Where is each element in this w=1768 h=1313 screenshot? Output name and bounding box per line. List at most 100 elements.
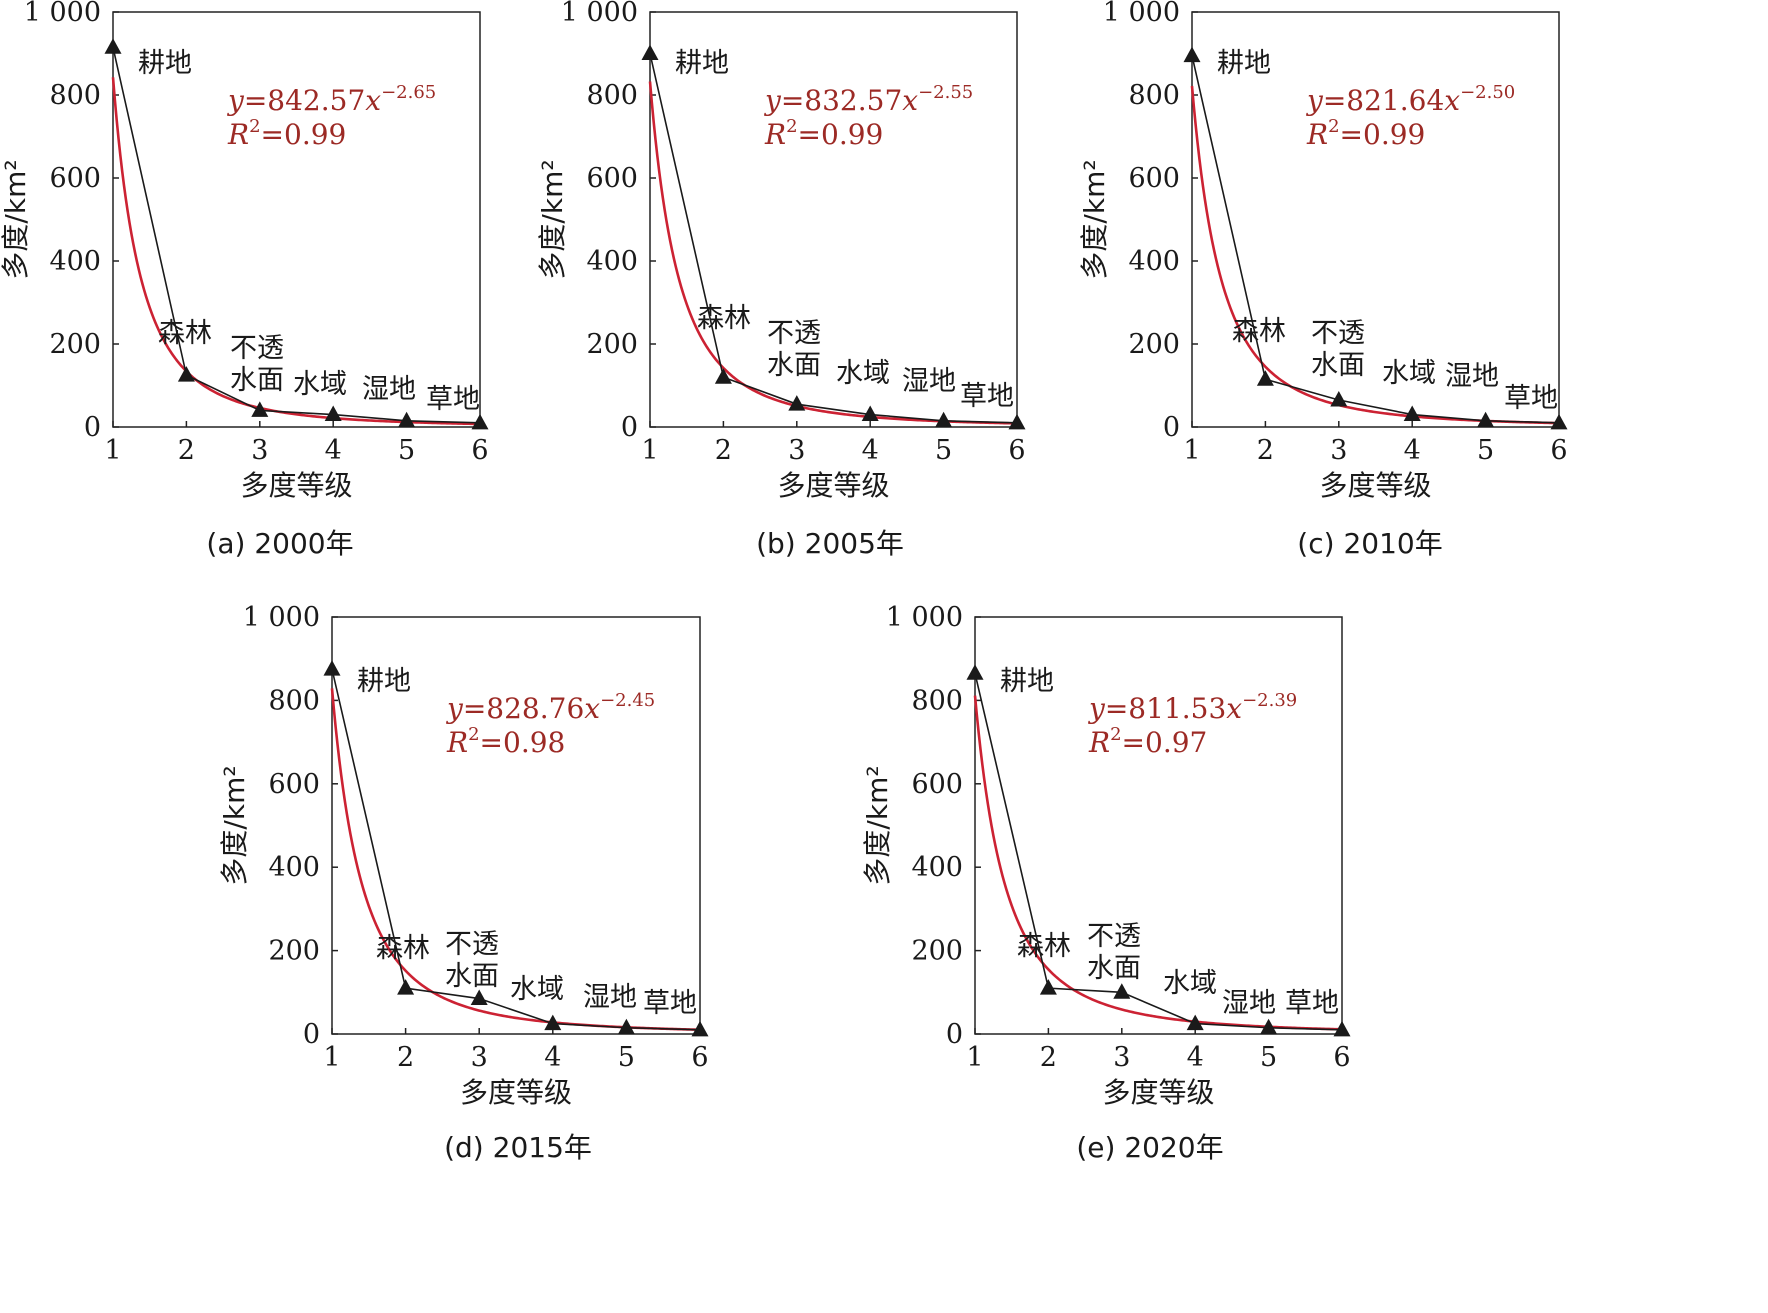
- y-tick-label: 400: [1128, 246, 1180, 277]
- point-label: 耕地: [675, 48, 729, 79]
- panel-caption: (b) 2005年: [756, 527, 904, 560]
- triangle-marker: [641, 44, 659, 60]
- r-squared: R2=0.98: [446, 724, 565, 759]
- y-axis-title: 多度/km²: [536, 159, 569, 279]
- y-axis-title: 多度/km²: [1078, 159, 1111, 279]
- y-tick-label: 600: [911, 769, 963, 800]
- plot-frame: [331, 616, 701, 1035]
- y-tick-label: 1 000: [886, 602, 963, 633]
- point-label: 湿地: [583, 982, 637, 1013]
- y-axis-title: 多度/km²: [0, 159, 32, 279]
- point-label: 草地: [643, 988, 697, 1019]
- equation-coefficient: =811.53: [1105, 692, 1226, 725]
- triangle-marker: [1008, 413, 1026, 430]
- triangle-marker: [1256, 370, 1274, 386]
- y-tick-label: 1 000: [1103, 0, 1180, 28]
- x-tick-label: 5: [935, 435, 952, 466]
- r-squared: R2=0.99: [764, 116, 883, 151]
- y-tick-label: 400: [49, 246, 101, 277]
- equation-x: x: [584, 692, 600, 725]
- x-tick-label: 2: [1257, 435, 1274, 466]
- point-label: 耕地: [1000, 666, 1054, 697]
- triangle-marker: [104, 38, 122, 54]
- y-tick-label: 600: [586, 163, 638, 194]
- triangle-marker: [1477, 411, 1495, 428]
- triangle-marker: [1333, 1020, 1351, 1037]
- x-tick-label: 6: [691, 1042, 708, 1073]
- triangle-marker: [177, 366, 195, 382]
- fit-equation: y=811.53x−2.39: [1087, 690, 1297, 725]
- x-tick-label: 1: [966, 1042, 983, 1073]
- point-label: 水面: [1311, 350, 1365, 381]
- point-label: 森林: [1017, 931, 1071, 962]
- y-tick-label: 200: [911, 936, 963, 967]
- r-superscript: 2: [249, 116, 260, 137]
- point-label: 森林: [158, 318, 212, 349]
- y-axis-title: 多度/km²: [861, 765, 894, 885]
- y-tick-label: 800: [49, 80, 101, 111]
- equation-coefficient: =842.57: [244, 84, 365, 117]
- y-tick-label: 800: [586, 80, 638, 111]
- y-tick-label: 0: [946, 1019, 963, 1050]
- triangle-marker: [1183, 46, 1201, 63]
- equation-exponent: −2.39: [1242, 690, 1297, 711]
- x-tick-label: 1: [641, 435, 658, 466]
- equation-x: x: [902, 84, 918, 117]
- x-tick-label: 3: [471, 1042, 488, 1073]
- point-label: 草地: [426, 384, 480, 415]
- plot-frame: [649, 11, 1018, 428]
- x-tick-label: 5: [1260, 1042, 1277, 1073]
- observed-line: [974, 673, 1343, 1031]
- x-axis-title: 多度等级: [1102, 1076, 1214, 1109]
- fit-equation: y=828.76x−2.45: [445, 690, 655, 725]
- equation-y: y: [226, 84, 245, 117]
- x-tick-label: 1: [1183, 435, 1200, 466]
- x-tick-label: 3: [251, 435, 268, 466]
- triangle-marker: [935, 411, 953, 428]
- fit-equation: y=842.57x−2.65: [226, 82, 436, 117]
- point-label: 湿地: [902, 366, 956, 397]
- point-label: 湿地: [1222, 988, 1276, 1019]
- point-label: 水面: [767, 350, 821, 381]
- equation-coefficient: =832.57: [781, 84, 902, 117]
- y-tick-label: 200: [49, 329, 101, 360]
- plot-frame: [112, 11, 481, 428]
- triangle-marker: [1260, 1018, 1278, 1035]
- triangle-marker: [544, 1014, 562, 1031]
- point-label: 草地: [1504, 383, 1558, 414]
- x-tick-label: 4: [325, 435, 342, 466]
- equation-x: x: [1444, 84, 1460, 117]
- triangle-marker: [966, 664, 984, 680]
- point-label: 不透: [230, 333, 284, 364]
- point-label: 水域: [1382, 358, 1436, 389]
- point-label: 森林: [376, 933, 430, 964]
- x-tick-label: 4: [862, 435, 879, 466]
- r-value: =0.97: [1122, 726, 1208, 759]
- y-tick-label: 800: [1128, 80, 1180, 111]
- point-label: 水域: [510, 974, 564, 1005]
- point-label: 不透: [767, 318, 821, 349]
- x-tick-label: 1: [323, 1042, 340, 1073]
- triangle-marker: [617, 1018, 635, 1035]
- y-tick-label: 0: [621, 412, 638, 443]
- plot-frame: [1191, 11, 1560, 428]
- point-label: 水面: [445, 961, 499, 992]
- x-axis-title: 多度等级: [460, 1076, 572, 1109]
- r-value: =0.98: [480, 726, 566, 759]
- plot-frame: [974, 616, 1343, 1035]
- r-symbol: R: [1088, 726, 1110, 759]
- observed-line: [112, 47, 481, 424]
- equation-exponent: −2.55: [918, 82, 973, 103]
- equation-y: y: [1305, 84, 1324, 117]
- point-label: 水域: [1163, 968, 1217, 999]
- x-tick-label: 6: [1550, 435, 1567, 466]
- y-tick-label: 0: [303, 1019, 320, 1050]
- y-tick-label: 600: [1128, 163, 1180, 194]
- r-value: =0.99: [261, 118, 347, 151]
- y-tick-label: 600: [49, 163, 101, 194]
- x-tick-label: 3: [1113, 1042, 1130, 1073]
- point-label: 不透: [445, 929, 499, 960]
- triangle-marker: [251, 401, 269, 417]
